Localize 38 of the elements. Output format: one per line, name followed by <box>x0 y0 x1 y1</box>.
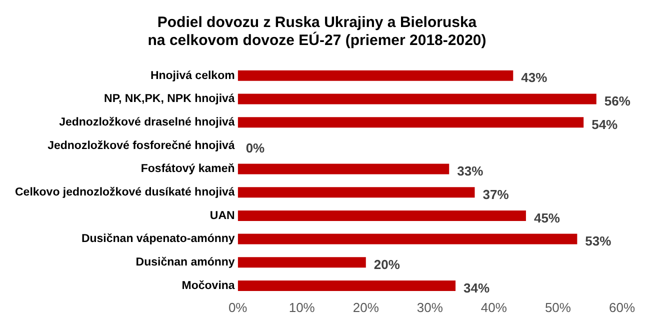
y-tick-label: Celkovo jednozložkové dusíkaté hnojivá <box>14 186 236 199</box>
y-tick-label: Fosfátový kameň <box>140 163 235 176</box>
bar <box>238 164 450 174</box>
bar <box>238 210 526 221</box>
y-tick-label: Jednozložkové draselné hnojivá <box>59 116 236 129</box>
y-tick-label: Dusičnan vápenato-amónny <box>81 233 236 246</box>
data-label: 45% <box>534 210 560 226</box>
bar <box>238 234 578 244</box>
data-label: 56% <box>604 94 631 109</box>
y-tick-label: Jednozložkové fosforečné hnojivá <box>48 140 236 152</box>
text: na celkovom dovoze EÚ-27 (priemer 2018-2020) <box>148 32 486 50</box>
x-tick-label: 30% <box>416 300 444 315</box>
data-label: 54% <box>592 116 618 132</box>
bar <box>238 187 475 198</box>
bar <box>238 280 456 291</box>
bar <box>238 117 584 128</box>
y-tick-label: Dusičnan amónny <box>136 256 236 269</box>
x-tick-label: 20% <box>352 300 380 315</box>
data-label: 0% <box>246 140 266 156</box>
data-label: 53% <box>585 234 612 249</box>
y-tick-label: Hnojivá celkom <box>150 70 235 82</box>
data-label: 34% <box>464 280 490 296</box>
y-tick-label: NP, NK,PK, NPK hnojivá <box>104 93 236 106</box>
x-tick-label: 50% <box>544 300 572 315</box>
data-label: 37% <box>482 186 510 202</box>
y-tick-label: UAN <box>210 210 235 222</box>
bar <box>238 70 514 81</box>
data-label: 33% <box>457 164 484 179</box>
bar <box>238 257 366 268</box>
data-label: 20% <box>374 256 400 272</box>
x-tick-label: 60% <box>608 300 636 315</box>
bar <box>238 94 596 104</box>
text: Podiel dovozu z Ruska Ukrajiny a Bieloruska <box>157 14 477 32</box>
x-tick-label: 40% <box>480 300 508 315</box>
y-tick-label: Močovina <box>182 280 236 292</box>
x-tick-label: 0% <box>228 300 248 315</box>
data-label: 43% <box>521 70 548 86</box>
x-tick-label: 10% <box>288 300 316 315</box>
